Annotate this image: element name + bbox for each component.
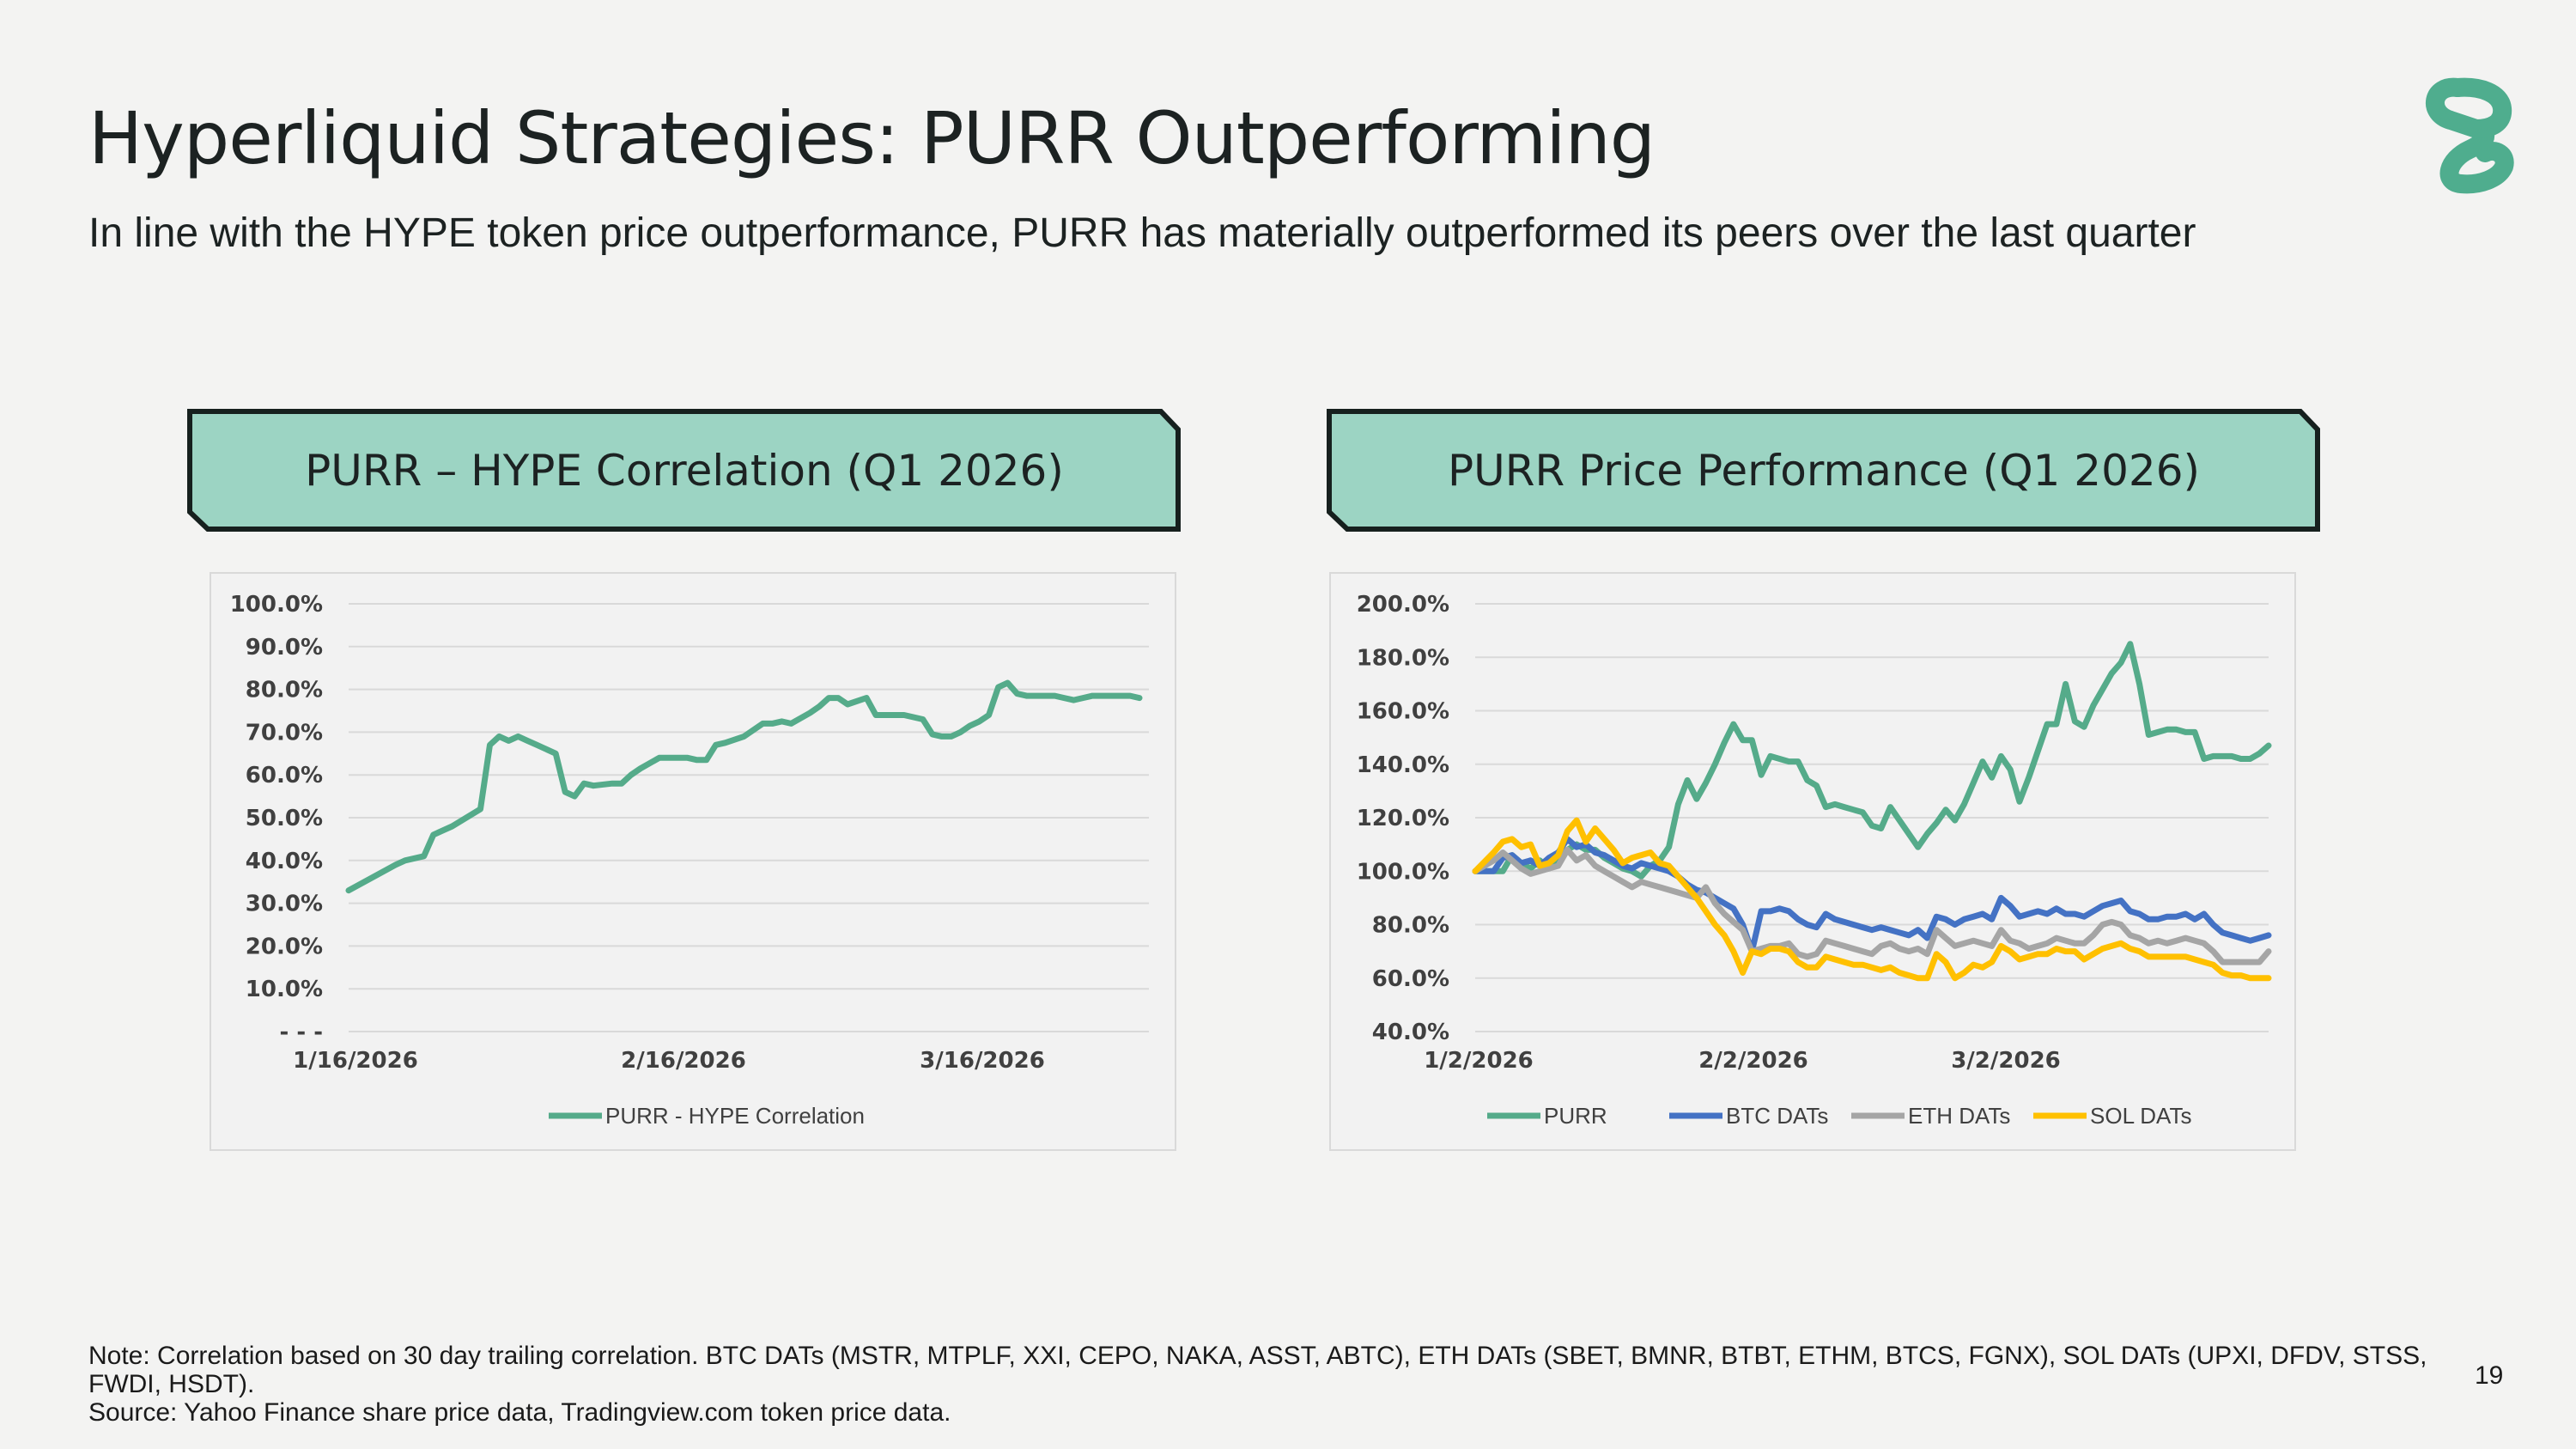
y-tick-label: 10.0%	[246, 977, 323, 1002]
page-number: 19	[2475, 1361, 2504, 1390]
x-tick-label: 3/16/2026	[920, 1048, 1045, 1074]
y-tick-label: - - -	[280, 1020, 323, 1045]
performance-chart: 40.0% 60.0% 80.0% 100.0% 120.0% 140.0% 160.0% 1…	[1357, 592, 2272, 1129]
right-chart-banner: PURR Price Performance (Q1 2026)	[1327, 409, 2321, 533]
y-tick-label: 120.0%	[1357, 806, 1449, 831]
x-tick-label: 1/16/2026	[293, 1048, 418, 1074]
series-line-sol-dats	[1472, 817, 2272, 982]
y-tick-label: 80.0%	[246, 678, 323, 703]
performance-chart-panel: 40.0% 60.0% 80.0% 100.0% 120.0% 140.0% 160.0% 1…	[1329, 572, 2296, 1151]
y-tick-label: 200.0%	[1357, 592, 1449, 618]
legend-label: ETH DATs	[1908, 1103, 2010, 1129]
y-tick-label: 100.0%	[1357, 859, 1449, 885]
legend-label: PURR - HYPE Correlation	[605, 1103, 865, 1129]
series-line-btc-dats	[1472, 836, 2272, 955]
footnote-note: Note: Correlation based on 30 day traili…	[88, 1342, 2427, 1398]
x-tick-label: 2/2/2026	[1698, 1048, 1808, 1074]
y-tick-label: 100.0%	[230, 592, 323, 618]
y-tick-label: 140.0%	[1357, 752, 1449, 778]
y-tick-label: 80.0%	[1372, 913, 1449, 939]
y-tick-label: 180.0%	[1357, 645, 1449, 671]
legend-label: PURR	[1544, 1103, 1607, 1129]
y-tick-label: 20.0%	[246, 934, 323, 959]
footnote-source: Source: Yahoo Finance share price data, …	[88, 1398, 951, 1427]
page-title: Hyperliquid Strategies: PURR Outperformi…	[88, 96, 1656, 180]
y-tick-label: 60.0%	[246, 763, 323, 788]
y-tick-label: 70.0%	[246, 720, 323, 746]
y-tick-label: 160.0%	[1357, 699, 1449, 725]
correlation-chart: - - - 10.0% 20.0% 30.0% 40.0% 50.0% 60.0% 70.0%…	[230, 592, 1149, 1129]
series-line-purr-hype-correlation	[345, 679, 1143, 894]
y-tick-label: 30.0%	[246, 892, 323, 917]
y-tick-label: 60.0%	[1372, 966, 1449, 992]
left-chart-banner: PURR – HYPE Correlation (Q1 2026)	[187, 409, 1182, 533]
y-tick-label: 50.0%	[246, 806, 323, 831]
hyperliquid-strategies-logo-icon	[2413, 76, 2533, 196]
series-line-eth-dats	[1472, 846, 2272, 965]
correlation-chart-panel: - - - 10.0% 20.0% 30.0% 40.0% 50.0% 60.0% 70.0%…	[210, 572, 1176, 1151]
right-chart-banner-title: PURR Price Performance (Q1 2026)	[1447, 446, 2201, 496]
y-tick-label: 40.0%	[246, 849, 323, 874]
x-tick-label: 3/2/2026	[1951, 1048, 2061, 1074]
footnote: Note: Correlation based on 30 day traili…	[88, 1342, 2441, 1427]
left-chart-banner-title: PURR – HYPE Correlation (Q1 2026)	[305, 446, 1064, 496]
x-tick-label: 1/2/2026	[1424, 1048, 1534, 1074]
page-subtitle: In line with the HYPE token price outper…	[88, 210, 2196, 256]
legend-label: BTC DATs	[1726, 1103, 1828, 1129]
y-tick-label: 40.0%	[1372, 1020, 1449, 1045]
legend-label: SOL DATs	[2090, 1103, 2191, 1129]
x-tick-label: 2/16/2026	[621, 1048, 746, 1074]
y-tick-label: 90.0%	[246, 635, 323, 661]
series-line-purr	[1472, 641, 2272, 880]
